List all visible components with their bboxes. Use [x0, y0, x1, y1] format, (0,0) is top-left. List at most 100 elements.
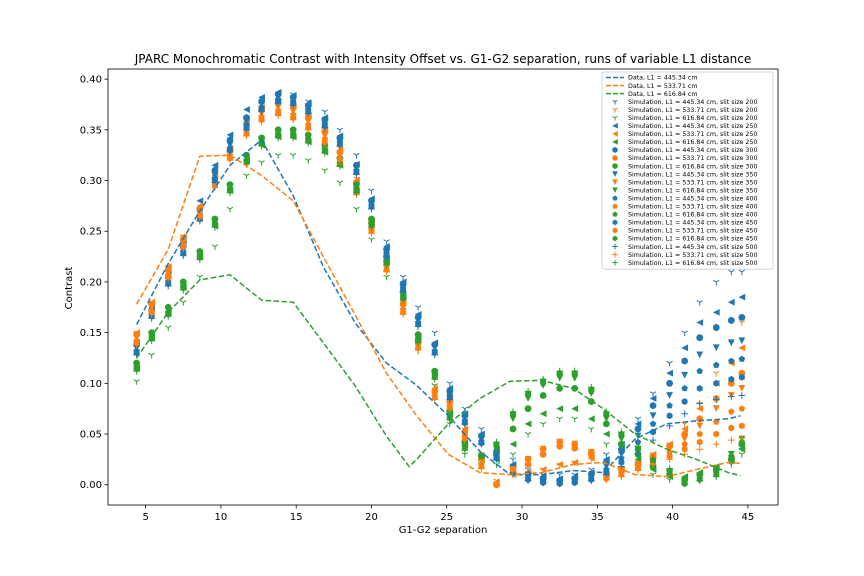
simulation-point — [738, 434, 746, 442]
legend-marker-swatch — [612, 243, 618, 250]
simulation-point — [399, 288, 407, 296]
simulation-point — [196, 214, 204, 222]
simulation-point — [696, 367, 703, 374]
legend-marker-swatch — [612, 99, 618, 105]
legend-label: Data, L1 = 616.84 cm — [628, 91, 697, 98]
simulation-point — [477, 465, 485, 472]
legend-label: Simulation, L1 = 533.71 cm, slit size 35… — [628, 179, 757, 186]
simulation-point — [539, 421, 547, 428]
simulation-point — [165, 325, 172, 331]
simulation-point — [738, 344, 746, 352]
simulation-point — [524, 461, 532, 468]
simulation-point — [383, 261, 390, 269]
simulation-point — [587, 398, 595, 405]
simulation-point — [666, 465, 673, 472]
simulation-point — [556, 367, 564, 375]
simulation-point — [556, 480, 564, 488]
simulation-point — [696, 422, 704, 430]
simulation-point — [738, 269, 746, 276]
legend-label: Data, L1 = 533.71 cm — [628, 83, 697, 90]
simulation-point — [321, 149, 329, 157]
legend-label: Simulation, L1 = 445.34 cm, slit size 40… — [628, 195, 757, 202]
simulation-point — [712, 344, 720, 352]
simulation-point — [712, 396, 720, 403]
simulation-point — [258, 108, 265, 115]
simulation-point — [368, 205, 375, 213]
simulation-point — [712, 324, 720, 331]
legend-marker-swatch — [612, 235, 618, 242]
simulation-point — [738, 320, 746, 326]
legend-label: Simulation, L1 = 533.71 cm, slit size 40… — [628, 204, 757, 211]
y-tick-label: 0.25 — [80, 227, 102, 238]
simulation-point — [634, 420, 642, 428]
simulation-point — [571, 479, 579, 487]
simulation-point — [634, 467, 642, 474]
simulation-point — [446, 381, 453, 387]
simulation-point — [524, 431, 532, 438]
simulation-point — [274, 153, 282, 159]
legend-marker-swatch — [612, 187, 618, 193]
x-tick-label: 35 — [591, 512, 604, 523]
simulation-point — [414, 339, 422, 347]
y-tick-label: 0.20 — [80, 277, 102, 288]
simulation-point — [618, 440, 625, 448]
simulation-point — [712, 440, 720, 448]
simulation-point — [681, 440, 688, 447]
simulation-point — [461, 436, 469, 444]
simulation-point — [399, 274, 407, 281]
simulation-point — [539, 479, 547, 487]
axes-frame — [107, 68, 779, 506]
y-tick-label: 0.05 — [80, 430, 102, 441]
simulation-point — [738, 392, 746, 399]
simulation-point — [738, 405, 746, 412]
legend-label: Simulation, L1 = 533.71 cm, slit size 45… — [628, 228, 757, 235]
simulation-point — [321, 109, 329, 115]
simulation-point — [493, 438, 500, 446]
simulation-point — [509, 452, 517, 458]
simulation-point — [524, 388, 532, 395]
simulation-point — [461, 452, 469, 458]
simulation-point — [164, 275, 172, 283]
simulation-point — [587, 448, 595, 456]
simulation-point — [383, 254, 390, 261]
simulation-point — [571, 384, 579, 392]
simulation-point — [353, 206, 360, 213]
simulation-point — [666, 402, 673, 409]
simulation-point — [696, 300, 703, 306]
simulation-point — [587, 383, 595, 391]
legend-label: Simulation, L1 = 616.84 cm, slit size 20… — [628, 115, 757, 122]
x-tick-label: 45 — [742, 512, 755, 523]
legend-label: Simulation, L1 = 445.34 cm, slit size 20… — [628, 99, 757, 106]
simulation-point — [649, 454, 657, 462]
simulation-point — [681, 357, 689, 365]
simulation-point — [539, 392, 547, 399]
simulation-point — [696, 430, 703, 437]
simulation-point — [696, 334, 704, 342]
legend-marker-swatch — [612, 195, 618, 201]
simulation-point — [274, 134, 282, 142]
legend-label: Simulation, L1 = 533.71 cm, slit size 25… — [628, 131, 757, 138]
simulation-point — [258, 118, 265, 126]
simulation-point — [696, 405, 704, 413]
simulation-point — [618, 428, 625, 436]
simulation-point — [446, 421, 453, 428]
y-tick-label: 0.15 — [80, 328, 102, 339]
legend-marker-swatch — [612, 179, 618, 185]
simulation-point — [509, 408, 517, 416]
simulation-point — [649, 461, 657, 468]
simulation-point — [602, 420, 610, 428]
simulation-point — [243, 132, 250, 140]
simulation-point — [713, 361, 720, 368]
simulation-point — [728, 375, 735, 383]
simulation-point — [289, 102, 297, 109]
simulation-point — [493, 481, 500, 489]
simulation-point — [289, 116, 297, 124]
simulation-point — [571, 416, 578, 423]
simulation-point — [509, 466, 517, 473]
simulation-point — [258, 142, 265, 150]
simulation-point — [179, 286, 187, 294]
simulation-point — [211, 184, 219, 192]
simulation-point — [368, 188, 375, 195]
simulation-point — [696, 319, 704, 326]
